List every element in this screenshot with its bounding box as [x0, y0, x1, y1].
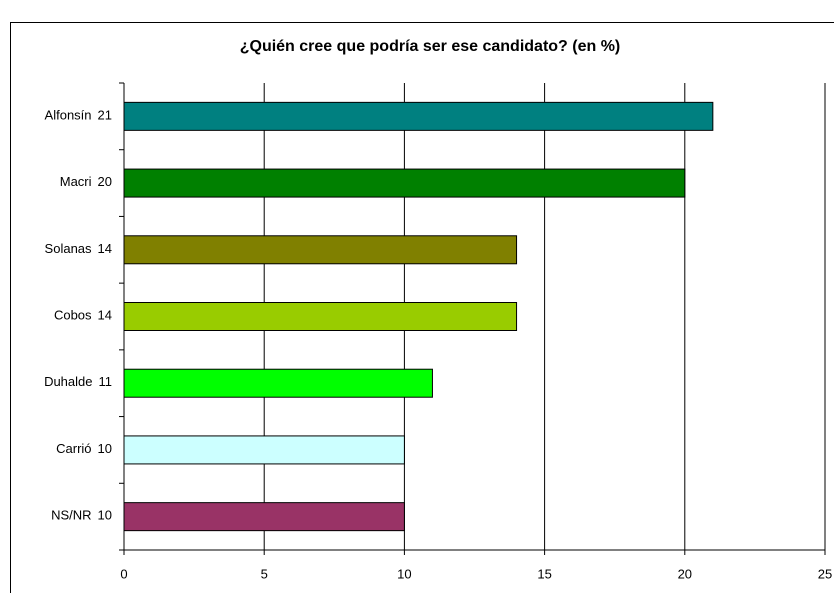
value-label: 14 [98, 308, 112, 323]
category-name: Alfonsín [45, 108, 92, 123]
y-tick-label: Solanas 14 [45, 241, 112, 256]
y-tick-label: Duhalde 11 [44, 375, 112, 390]
x-tick-label: 20 [678, 566, 692, 581]
bar [123, 235, 518, 265]
chart-frame [10, 22, 834, 593]
x-tick-label: 5 [261, 566, 268, 581]
y-tick-label: Alfonsín 21 [45, 108, 112, 123]
bar [123, 502, 405, 532]
x-tick-label: 10 [397, 566, 411, 581]
chart-title: ¿Quién cree que podría ser ese candidato… [240, 38, 621, 55]
category-name: Duhalde [44, 375, 92, 390]
bar [123, 101, 714, 131]
x-tick-label: 0 [120, 566, 127, 581]
value-label: 10 [98, 441, 112, 456]
category-name: Carrió [56, 441, 91, 456]
value-label: 21 [98, 108, 112, 123]
y-tick-label: Macri 20 [60, 175, 112, 190]
value-label: 10 [98, 508, 112, 523]
y-tick-label: Carrió 10 [56, 441, 112, 456]
category-name: Macri [60, 175, 92, 190]
category-name: NS/NR [51, 508, 91, 523]
x-tick-label: 25 [818, 566, 832, 581]
y-tick-label: NS/NR 10 [51, 508, 112, 523]
category-name: Cobos [54, 308, 92, 323]
bar [123, 435, 405, 465]
bar [123, 368, 433, 398]
value-label: 20 [98, 175, 112, 190]
bar [123, 302, 518, 331]
bar [123, 168, 686, 198]
x-tick-label: 15 [537, 566, 551, 581]
value-label: 14 [98, 241, 112, 256]
category-name: Solanas [45, 241, 92, 256]
value-label: 11 [99, 375, 113, 390]
y-tick-label: Cobos 14 [54, 308, 112, 323]
